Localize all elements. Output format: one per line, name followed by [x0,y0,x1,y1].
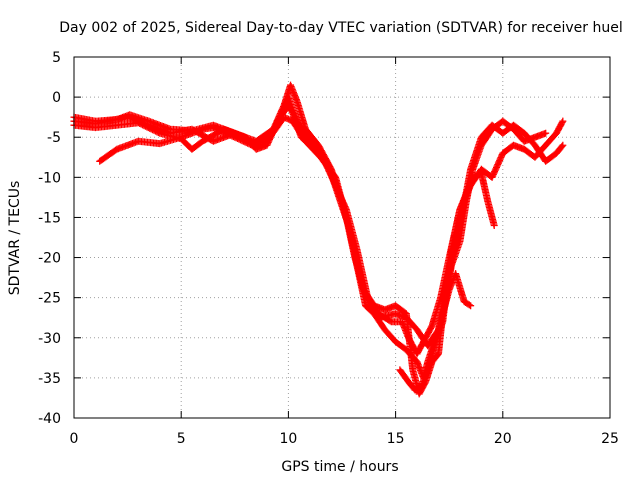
y-tick-label-5: -20 [38,251,61,267]
point-track-d-end [559,117,567,125]
y-tick-label-8: -35 [38,371,61,387]
y-tick-label-9: -40 [38,411,61,427]
data-series [70,81,567,398]
x-tick-label-5: 25 [601,431,619,447]
point-track-c-30-4 [465,301,473,309]
y-tick-label-6: -25 [38,291,61,307]
plot-frame [73,56,611,419]
x-tick-label-1: 5 [177,431,186,447]
y-tick-label-4: -15 [38,210,61,226]
point-track-a-38-6 [558,142,566,150]
point-track-b-end [542,129,550,137]
x-tick-label-3: 15 [387,431,405,447]
point-track-e-end [490,221,498,229]
y-tick-label-3: -10 [38,170,61,186]
axis-ticks: 0 5 10 15 20 25 5 0 -5 -10 -15 -20 -25 -30 -35 -40 [38,50,619,447]
x-tick-label-4: 20 [494,431,512,447]
x-axis-label: GPS time / hours [281,459,398,475]
x-tick-label-0: 0 [70,431,79,447]
y-tick-label-2: -5 [47,130,61,146]
chart-title: Day 002 of 2025, Sidereal Day-to-day VTE… [59,20,622,36]
point-track-a-end [559,141,567,149]
y-axis-label: SDTVAR / TECUs [7,181,23,296]
y-tick-label-0: 5 [52,50,61,66]
y-tick-label-7: -30 [38,331,61,347]
point-track-d-36-8 [558,119,566,127]
x-tick-label-2: 10 [279,431,297,447]
grid-lines [74,57,610,418]
point-track-c-end [467,302,475,310]
series-track-e [396,169,498,394]
y-tick-label-1: 0 [52,90,61,106]
